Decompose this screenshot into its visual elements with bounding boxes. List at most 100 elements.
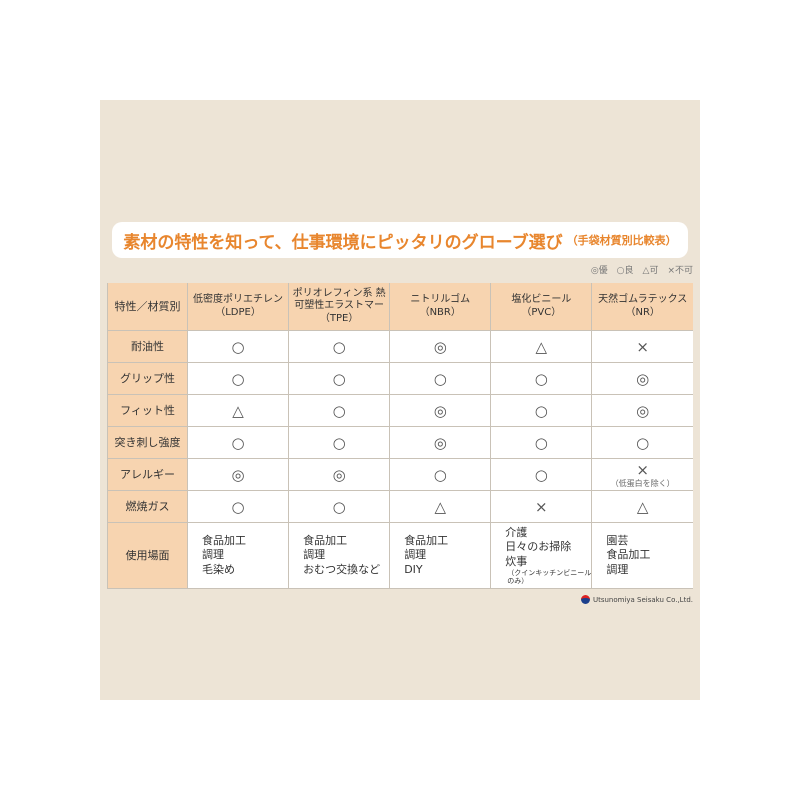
usage-text: 調理 xyxy=(606,562,629,576)
column-name: 天然ゴムラテックス xyxy=(598,294,688,305)
column-name: ポリオレフィン系 熱可塑性エラストマー xyxy=(292,287,386,312)
rating-cell: ○ xyxy=(288,362,390,395)
rating-cell: ◎ xyxy=(288,458,390,491)
rating-cell: ○ xyxy=(490,362,592,395)
row-header: 使用場面 xyxy=(107,522,188,589)
rating-mark: × xyxy=(636,460,649,479)
logo-mark-icon xyxy=(580,595,590,605)
column-header: 低密度ポリエチレン （LDPE） xyxy=(186,283,289,331)
rating-mark: ◎ xyxy=(433,401,447,420)
column-header: 天然ゴムラテックス （NR） xyxy=(591,283,693,331)
table-row: アレルギー ◎ ◎ ○ ○ × （低蛋白を除く） xyxy=(107,458,693,491)
rating-mark: ○ xyxy=(231,337,245,356)
row-header: グリップ性 xyxy=(107,362,188,395)
usage-item: 日々のお掃除 xyxy=(505,540,591,554)
rating-mark: ○ xyxy=(231,369,245,388)
column-header: 塩化ビニール （PVC） xyxy=(490,283,592,331)
rating-cell: ○ xyxy=(288,330,390,363)
rating-cell: ○ xyxy=(288,394,390,427)
rating-mark: △ xyxy=(535,337,548,356)
column-abbr: （PVC） xyxy=(521,306,562,318)
row-header: 燃焼ガス xyxy=(107,490,188,523)
table-row: 燃焼ガス ○ ○ △ × △ xyxy=(107,490,693,523)
column-name: 塩化ビニール xyxy=(511,294,572,305)
usage-text: 食品加工 xyxy=(606,548,651,562)
rating-cell: ◎ xyxy=(186,458,289,491)
rating-mark: ○ xyxy=(332,369,346,388)
rating-mark: ◎ xyxy=(231,465,245,484)
column-abbr: （NBR） xyxy=(419,306,461,318)
rating-cell: ○ xyxy=(288,490,390,523)
usage-item: 調理 xyxy=(606,563,693,577)
page-title: 素材の特性を知って、仕事環境にピッタリのグローブ選び （手袋材質別比較表） xyxy=(112,222,688,258)
usage-item: 炊事 （クインキッチンビニールのみ） xyxy=(505,555,591,585)
usage-cell: 食品加工 調理 おむつ交換など xyxy=(288,522,390,589)
rating-mark: △ xyxy=(232,401,244,420)
usage-cell: 食品加工 調理 DIY xyxy=(389,522,491,589)
rating-mark: ○ xyxy=(332,401,346,420)
company-name: Utsunomiya Seisaku Co.,Ltd. xyxy=(592,595,693,604)
rating-mark: ○ xyxy=(231,497,245,516)
usage-item: 調理 xyxy=(202,548,288,562)
rating-mark: △ xyxy=(636,497,649,516)
rating-cell: ○ xyxy=(186,426,289,459)
rating-mark: ○ xyxy=(534,465,548,484)
rating-mark: ◎ xyxy=(332,465,346,484)
rating-cell: △ xyxy=(490,330,592,363)
table-container: 特性／材質別 低密度ポリエチレン （LDPE） ポリオレフィン系 熱可塑性エラストマー… xyxy=(107,283,693,605)
rating-mark: △ xyxy=(434,497,446,516)
rating-mark: ○ xyxy=(534,433,548,452)
usage-item: 食品加工 xyxy=(404,534,490,548)
rating-mark: ◎ xyxy=(636,401,650,420)
rating-cell: ○ xyxy=(288,426,390,459)
table-row: 耐油性 ○ ○ ◎ △ × xyxy=(107,330,693,363)
column-name: 低密度ポリエチレン xyxy=(193,294,284,305)
rating-mark: ○ xyxy=(332,433,346,452)
usage-item: 食品加工 xyxy=(202,534,288,548)
usage-cell: 介護 日々のお掃除 炊事 （クインキッチンビニールのみ） xyxy=(490,522,592,589)
comparison-table: 特性／材質別 低密度ポリエチレン （LDPE） ポリオレフィン系 熱可塑性エラストマー… xyxy=(107,283,693,589)
usage-text: 食品加工 xyxy=(404,534,449,547)
rating-mark: ○ xyxy=(332,497,346,516)
table-row: グリップ性 ○ ○ ○ ○ ◎ xyxy=(107,362,693,395)
usage-item: 調理 xyxy=(303,548,389,562)
title-sub: （手袋材質別比較表） xyxy=(566,234,677,247)
rating-mark: × xyxy=(636,337,649,356)
column-name: ニトリルゴム xyxy=(410,294,471,305)
usage-text: おむつ交換など xyxy=(303,562,381,576)
rating-cell: ◎ xyxy=(591,362,693,395)
column-header: ニトリルゴム （NBR） xyxy=(389,283,491,331)
rating-cell: ○ xyxy=(186,490,289,523)
column-abbr: （TPE） xyxy=(319,312,359,324)
usage-text: 日々のお掃除 xyxy=(505,540,572,554)
rating-mark: ○ xyxy=(534,401,548,420)
usage-item: 食品加工 xyxy=(606,548,693,562)
usage-text: 調理 xyxy=(303,548,326,562)
table-row: 突き刺し強度 ○ ○ ◎ ○ ○ xyxy=(107,426,693,459)
corner-header: 特性／材質別 xyxy=(107,283,188,331)
row-header: 耐油性 xyxy=(107,330,188,363)
rating-cell: × xyxy=(591,330,693,363)
usage-item: おむつ交換など xyxy=(303,563,389,577)
usage-text: 調理 xyxy=(202,548,224,562)
rating-cell: ○ xyxy=(186,330,289,363)
usage-text: 園芸 xyxy=(606,534,629,547)
usage-item: DIY xyxy=(404,563,490,577)
rating-mark: ○ xyxy=(332,337,346,356)
rating-cell: ◎ xyxy=(389,330,491,363)
usage-text: 炊事 xyxy=(505,554,528,568)
rating-cell: ○ xyxy=(490,394,592,427)
rating-cell: × xyxy=(490,490,592,523)
usage-text: 毛染め xyxy=(202,562,235,576)
usage-row: 使用場面 食品加工 調理 毛染め 食品加工 調理 おむつ交換など 食品加工 調理 DIY 介護 日々の… xyxy=(107,522,693,589)
cell-note: （低蛋白を除く） xyxy=(610,478,675,488)
row-header: フィット性 xyxy=(107,394,188,427)
rating-cell: △ xyxy=(591,490,693,523)
usage-text: 調理 xyxy=(404,548,427,562)
rating-cell: △ xyxy=(389,490,491,523)
rating-cell: ◎ xyxy=(591,394,693,427)
header-row: 特性／材質別 低密度ポリエチレン （LDPE） ポリオレフィン系 熱可塑性エラストマー… xyxy=(107,283,693,331)
rating-cell: ○ xyxy=(186,362,289,395)
rating-cell: ◎ xyxy=(389,426,491,459)
usage-cell: 園芸 食品加工 調理 xyxy=(591,522,693,589)
